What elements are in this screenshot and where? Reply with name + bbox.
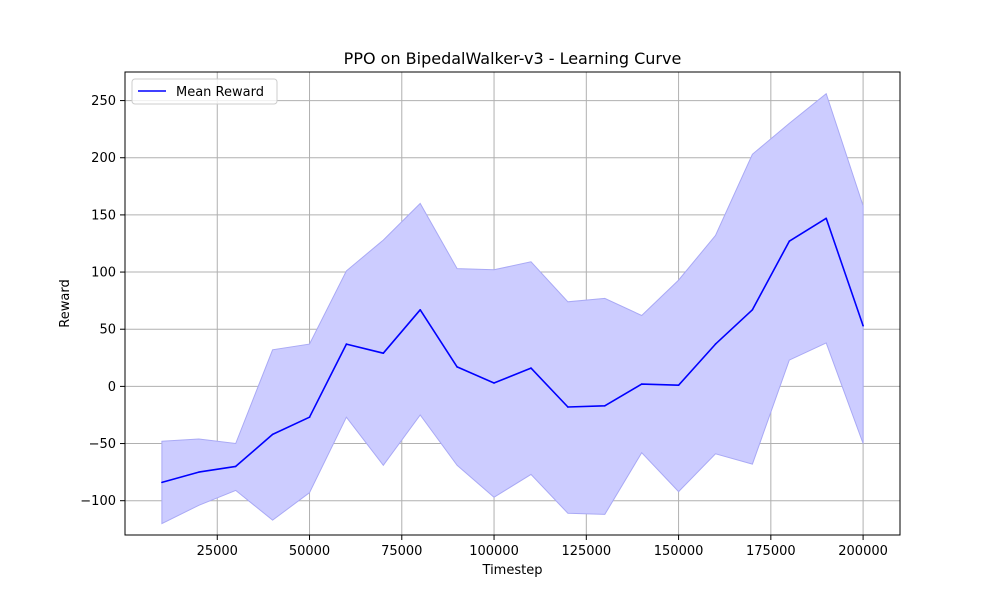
mean-reward-line (161, 217, 864, 484)
y-tick-label: 0 (108, 380, 116, 395)
x-tick-label: 175000 (746, 544, 796, 559)
x-tick-label: 125000 (561, 544, 611, 559)
mean-reward-point (456, 366, 458, 368)
mean-reward-point (862, 324, 864, 327)
mean-reward-point (788, 240, 791, 242)
y-tick-label: 100 (91, 266, 116, 281)
mean-reward-point (751, 308, 754, 311)
legend-label-mean-reward: Mean Reward (176, 85, 264, 100)
mean-reward-point (493, 382, 495, 384)
x-tick-label: 25000 (197, 544, 238, 559)
mean-reward-point (677, 384, 680, 387)
mean-reward-point (161, 481, 163, 484)
reward-band (161, 92, 864, 525)
y-tick-label: −100 (80, 494, 116, 509)
mean-reward-point (419, 308, 422, 311)
y-tick-label: −50 (89, 437, 116, 452)
y-axis-label: Reward (58, 279, 73, 327)
y-tick-label: 150 (91, 208, 116, 223)
mean-reward-point (234, 465, 237, 468)
mean-reward-point (198, 471, 200, 473)
mean-reward-point (308, 416, 311, 419)
y-tick-label: 250 (91, 94, 116, 109)
y-axis: −100 −50 0 50 100 150 200 250 (80, 94, 125, 509)
legend-box (131, 78, 278, 105)
x-axis: 25000 50000 75000 100000 125000 150000 175000 2… (197, 535, 888, 559)
y-tick-label: 50 (99, 323, 116, 338)
x-tick-label: 100000 (469, 544, 519, 559)
mean-reward-point (382, 352, 385, 355)
mean-reward-point (530, 367, 532, 369)
mean-reward-point (271, 433, 274, 436)
mean-reward-point (825, 217, 827, 220)
x-axis-label: Timestep (482, 563, 543, 578)
x-tick-label: 150000 (654, 544, 704, 559)
legend: Mean Reward (131, 78, 278, 105)
mean-reward-point (567, 406, 569, 408)
chart-title: PPO on BipedalWalker-v3 - Learning Curve (344, 49, 682, 68)
mean-reward-point (714, 343, 717, 345)
x-tick-label: 75000 (381, 544, 422, 559)
mean-reward-point (640, 383, 643, 385)
mean-reward-point (603, 405, 606, 407)
plot-frame (124, 71, 901, 536)
x-tick-label: 50000 (289, 544, 330, 559)
mean-reward-points (161, 217, 864, 484)
x-tick-label: 200000 (838, 544, 888, 559)
mean-reward-point (345, 343, 348, 345)
y-tick-label: 200 (91, 151, 116, 166)
